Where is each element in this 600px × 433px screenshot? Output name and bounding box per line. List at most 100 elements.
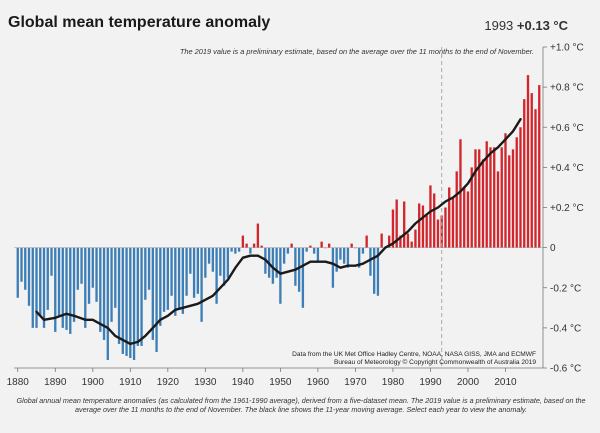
bar-1971[interactable]: [358, 247, 361, 268]
bar-1962[interactable]: [324, 247, 327, 249]
bar-1989[interactable]: [425, 215, 428, 248]
bar-1882[interactable]: [24, 247, 27, 290]
bar-1958[interactable]: [309, 245, 312, 248]
bar-1991[interactable]: [433, 193, 436, 248]
bar-2010[interactable]: [504, 133, 507, 248]
bar-2002[interactable]: [474, 149, 477, 248]
bar-1964[interactable]: [331, 247, 335, 288]
bar-1903[interactable]: [102, 247, 106, 340]
bar-1917[interactable]: [155, 247, 158, 352]
bar-1938[interactable]: [234, 247, 237, 254]
bar-1894[interactable]: [69, 247, 72, 334]
bar-1909[interactable]: [125, 247, 128, 356]
bar-1941[interactable]: [245, 243, 248, 248]
bar-1985[interactable]: [410, 241, 413, 248]
bar-1942[interactable]: [249, 247, 252, 254]
bar-1918[interactable]: [159, 247, 162, 326]
bar-1919[interactable]: [162, 247, 166, 312]
bar-1987[interactable]: [418, 203, 421, 248]
bar-1992[interactable]: [436, 219, 440, 248]
bar-2003[interactable]: [478, 149, 481, 248]
bar-1884[interactable]: [31, 247, 34, 328]
bar-1908[interactable]: [121, 247, 124, 354]
bar-1990[interactable]: [429, 185, 432, 248]
bar-2012[interactable]: [511, 149, 515, 248]
bar-1954[interactable]: [294, 247, 297, 286]
bar-1974[interactable]: [369, 247, 372, 276]
bar-1896[interactable]: [76, 247, 79, 290]
bar-1930[interactable]: [204, 247, 207, 278]
bar-1923[interactable]: [177, 247, 181, 310]
bar-2013[interactable]: [515, 137, 518, 248]
bar-1997[interactable]: [455, 171, 458, 248]
bar-1988[interactable]: [421, 205, 425, 248]
bar-1928[interactable]: [196, 247, 199, 294]
bar-1911[interactable]: [132, 247, 136, 360]
bar-2001[interactable]: [470, 167, 473, 248]
bar-1973[interactable]: [365, 235, 368, 248]
bar-group[interactable]: [16, 75, 541, 360]
bar-1998[interactable]: [459, 139, 462, 248]
bar-1956[interactable]: [301, 247, 305, 308]
bar-1945[interactable]: [260, 245, 263, 248]
bar-1883[interactable]: [27, 247, 31, 306]
bar-1939[interactable]: [237, 247, 241, 252]
bar-1934[interactable]: [219, 247, 222, 276]
bar-1889[interactable]: [50, 247, 53, 276]
bar-2014[interactable]: [519, 127, 522, 248]
bar-1961[interactable]: [320, 241, 323, 248]
bar-1955[interactable]: [297, 247, 301, 292]
bar-1907[interactable]: [117, 247, 121, 344]
bar-1904[interactable]: [106, 247, 109, 360]
bar-1886[interactable]: [39, 247, 42, 316]
bar-1940[interactable]: [241, 235, 245, 248]
bar-1972[interactable]: [361, 247, 365, 254]
bar-2005[interactable]: [485, 141, 488, 248]
bar-1969[interactable]: [350, 243, 353, 248]
bar-1914[interactable]: [144, 247, 147, 300]
bar-1979[interactable]: [388, 235, 391, 248]
bar-1948[interactable]: [271, 247, 275, 284]
bar-1931[interactable]: [207, 247, 211, 264]
bar-1966[interactable]: [339, 247, 342, 260]
bar-2009[interactable]: [500, 147, 503, 248]
bar-1897[interactable]: [80, 247, 83, 284]
bar-1912[interactable]: [136, 247, 139, 346]
bar-1965[interactable]: [335, 247, 338, 272]
bar-2008[interactable]: [496, 171, 500, 248]
bar-1888[interactable]: [46, 247, 49, 310]
bar-1913[interactable]: [140, 247, 143, 346]
bar-1943[interactable]: [252, 243, 256, 248]
bar-1951[interactable]: [282, 247, 286, 264]
bar-1977[interactable]: [380, 233, 383, 248]
bar-1980[interactable]: [391, 209, 395, 248]
bar-1887[interactable]: [42, 247, 46, 328]
bar-1996[interactable]: [451, 197, 455, 248]
bar-1927[interactable]: [192, 247, 196, 298]
bar-1906[interactable]: [114, 247, 117, 308]
bar-1932[interactable]: [211, 247, 215, 272]
bar-1895[interactable]: [72, 247, 76, 322]
bar-1890[interactable]: [54, 247, 57, 332]
bar-1926[interactable]: [189, 247, 192, 274]
bar-1999[interactable]: [463, 187, 466, 248]
bar-2015[interactable]: [523, 99, 526, 248]
bar-1982[interactable]: [399, 235, 402, 248]
bar-1898[interactable]: [84, 247, 87, 328]
bar-1905[interactable]: [110, 247, 113, 322]
bar-1885[interactable]: [35, 247, 38, 328]
bar-1986[interactable]: [414, 229, 417, 248]
bar-1953[interactable]: [290, 243, 293, 248]
bar-1959[interactable]: [312, 247, 316, 254]
bar-1924[interactable]: [181, 247, 184, 314]
bar-1902[interactable]: [99, 247, 102, 332]
bar-1984[interactable]: [406, 233, 410, 248]
bar-1916[interactable]: [151, 247, 154, 340]
bar-2006[interactable]: [489, 147, 492, 248]
bar-1968[interactable]: [346, 247, 350, 268]
bar-1901[interactable]: [95, 247, 98, 302]
bar-2016[interactable]: [526, 75, 530, 248]
bar-1949[interactable]: [275, 247, 278, 278]
bar-2019[interactable]: [538, 85, 541, 248]
bar-1900[interactable]: [91, 247, 94, 288]
